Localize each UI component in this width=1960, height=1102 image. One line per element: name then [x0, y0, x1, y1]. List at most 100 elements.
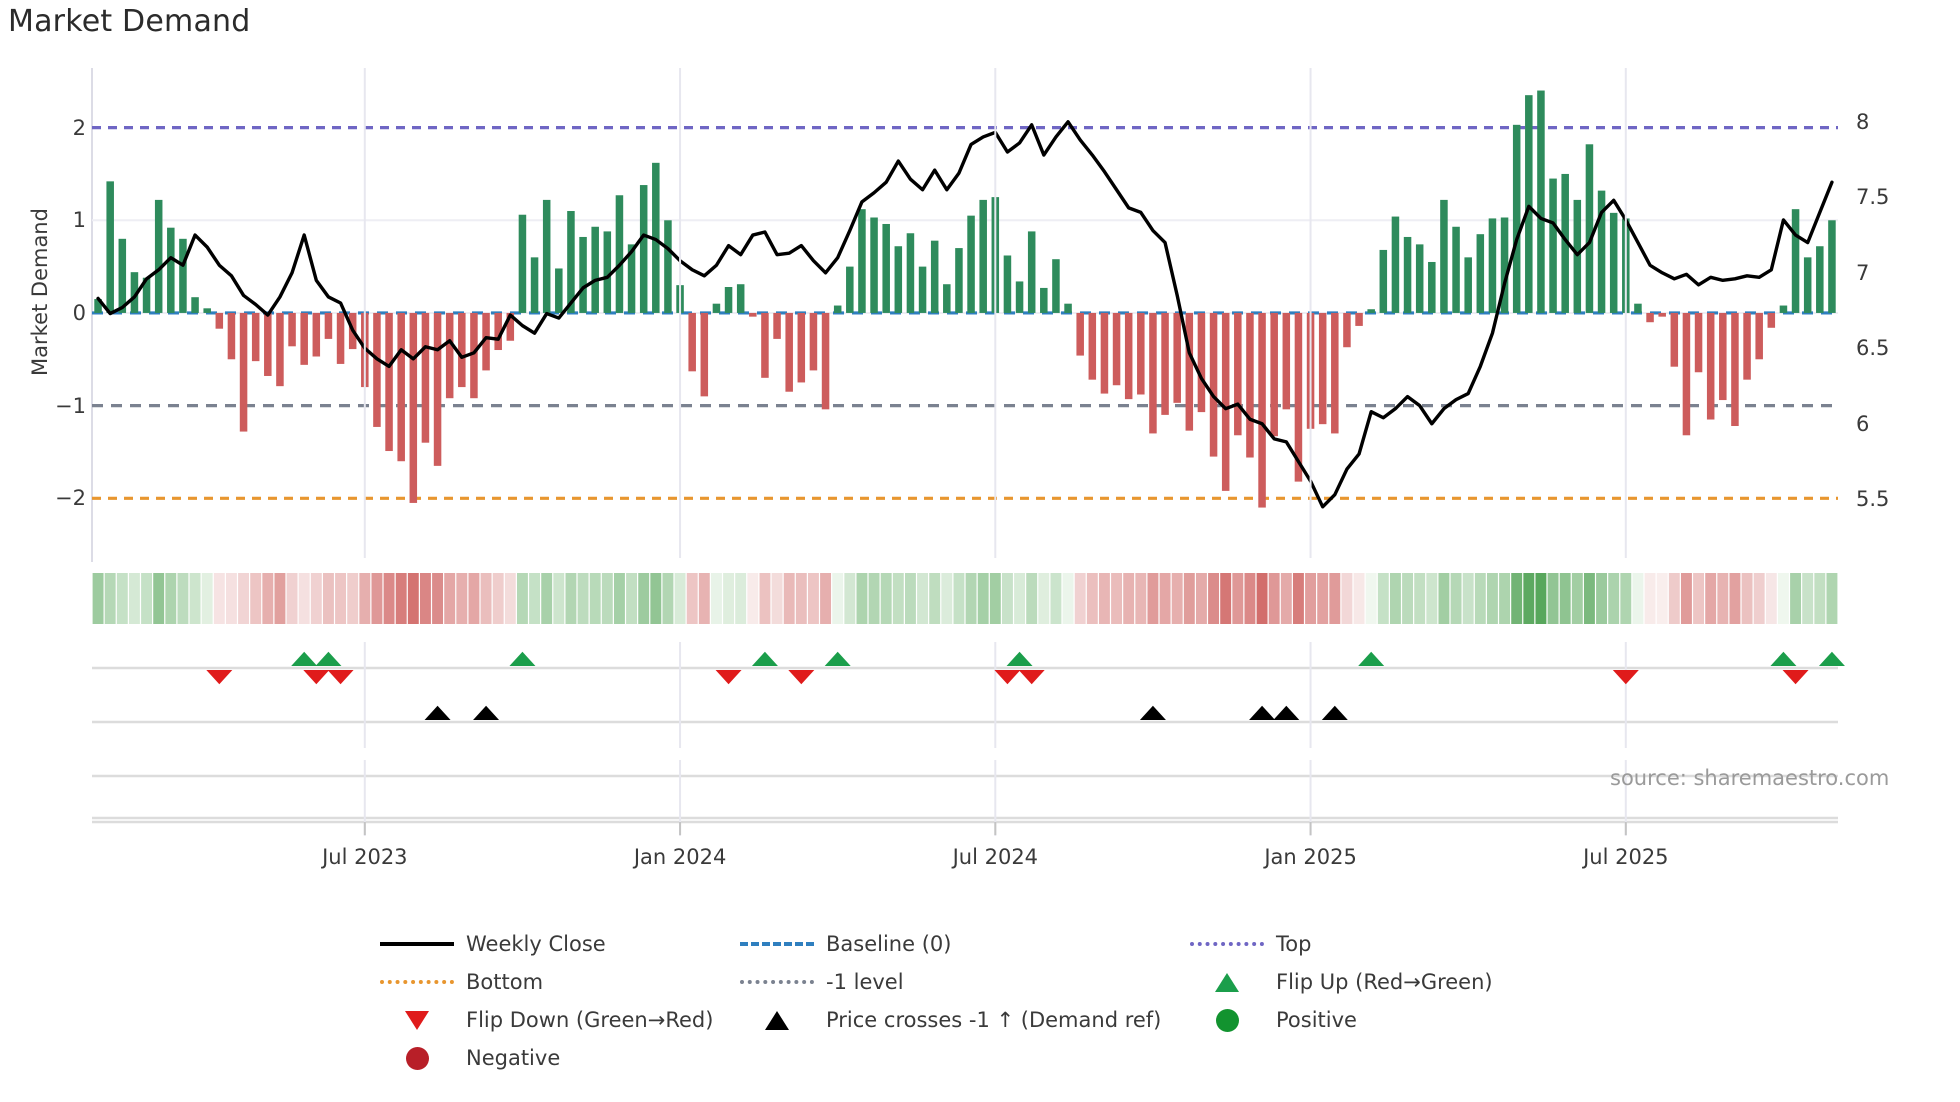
demand-bar: [1609, 212, 1618, 313]
heatmap-cell: [310, 573, 322, 624]
demand-bar: [1500, 217, 1509, 313]
demand-bar: [979, 199, 987, 313]
flip-down-marker: [788, 670, 815, 685]
demand-bar: [1682, 312, 1691, 436]
y-axis-right-tick: 7: [1856, 260, 1870, 285]
legend-item[interactable]: Flip Up (Red→Green): [1190, 971, 1630, 993]
y-axis-left-tick: −1: [55, 393, 86, 418]
dashed-line-icon: [740, 933, 814, 955]
flip-up-marker: [824, 651, 851, 666]
heatmap-cell: [492, 573, 504, 624]
legend-label: Bottom: [466, 969, 544, 994]
y-axis-left-tick: 1: [72, 208, 86, 233]
heatmap-cell: [1317, 573, 1329, 624]
circle-icon: [1190, 1008, 1264, 1032]
heatmap-cell: [1511, 573, 1523, 624]
demand-bar: [1537, 90, 1545, 313]
demand-bar: [373, 312, 381, 427]
heatmap-cell: [359, 573, 371, 624]
heatmap-cell: [892, 573, 904, 624]
demand-bar: [724, 287, 733, 313]
heatmap-cell: [104, 573, 116, 624]
legend-glyph: [380, 980, 454, 984]
demand-bar: [736, 284, 745, 313]
heatmap-cell: [989, 573, 1001, 624]
legend-glyph: [380, 942, 454, 946]
source-watermark: source: sharemaestro.com: [1610, 766, 1890, 790]
demand-bar: [797, 312, 806, 383]
demand-bar: [1124, 312, 1133, 400]
legend-label: Positive: [1276, 1007, 1357, 1032]
dotted-line-icon: [740, 971, 814, 993]
demand-bar: [615, 195, 624, 313]
heatmap-cell: [1499, 573, 1511, 624]
heatmap-cell: [1705, 573, 1717, 624]
heatmap-cell: [274, 573, 286, 624]
demand-bar: [906, 233, 915, 313]
heatmap-cell: [238, 573, 250, 624]
heatmap-cell: [1074, 573, 1086, 624]
legend-item[interactable]: Flip Down (Green→Red): [380, 1009, 740, 1031]
legend-item[interactable]: Bottom: [380, 971, 740, 993]
demand-bar: [215, 312, 224, 329]
legend-item[interactable]: -1 level: [740, 971, 1190, 993]
legend-item[interactable]: Weekly Close: [380, 933, 740, 955]
demand-bar: [930, 240, 939, 313]
legend-item[interactable]: Top: [1190, 933, 1630, 955]
demand-bar: [264, 312, 272, 376]
heatmap-cell: [771, 573, 783, 624]
legend-label: Flip Down (Green→Red): [466, 1007, 714, 1032]
legend-label: Flip Up (Red→Green): [1276, 969, 1493, 994]
demand-bar: [1391, 216, 1400, 313]
demand-bar: [130, 272, 139, 313]
price-cross-marker: [1321, 705, 1348, 720]
demand-bar: [385, 312, 393, 452]
demand-bar: [1367, 309, 1375, 313]
y-axis-right-tick: 8: [1856, 109, 1870, 134]
demand-bar: [239, 312, 248, 432]
heatmap-cell: [1244, 573, 1256, 624]
demand-bar: [1234, 312, 1242, 436]
heatmap-cell: [662, 573, 674, 624]
demand-bar: [688, 312, 696, 372]
demand-bar: [639, 185, 648, 313]
heatmap-cell: [225, 573, 237, 624]
demand-bar: [567, 211, 575, 313]
heatmap-cell: [1292, 573, 1304, 624]
chart-legend: Weekly Close Baseline (0) Top Bottom -1 leve…: [380, 925, 1800, 1077]
y-axis-right-tick: 5.5: [1856, 487, 1890, 512]
flip-up-marker: [751, 651, 778, 666]
demand-bar: [700, 312, 709, 397]
demand-bar: [1779, 305, 1788, 313]
heatmap-cell: [1014, 573, 1026, 624]
heatmap-cell: [856, 573, 868, 624]
heatmap-cell: [1123, 573, 1135, 624]
legend-item[interactable]: Price crosses -1 ↑ (Demand ref): [740, 1009, 1190, 1031]
demand-bar: [1149, 312, 1157, 434]
price-cross-marker: [473, 705, 500, 720]
demand-bar: [1003, 255, 1012, 313]
heatmap-cell: [565, 573, 577, 624]
flip-down-marker: [1612, 670, 1639, 685]
heatmap-cell: [844, 573, 856, 624]
heatmap-cell: [1547, 573, 1559, 624]
demand-bar: [943, 284, 951, 313]
demand-bar: [967, 215, 975, 313]
demand-bar: [1464, 257, 1472, 313]
heatmap-cell: [335, 573, 347, 624]
demand-bar: [1403, 236, 1412, 313]
heatmap-cell: [638, 573, 650, 624]
legend-item[interactable]: Negative: [380, 1046, 740, 1070]
legend-item[interactable]: Positive: [1190, 1007, 1630, 1032]
y-axis-right-tick: 6: [1856, 411, 1870, 436]
demand-bar: [482, 312, 490, 371]
legend-item[interactable]: Baseline (0): [740, 933, 1190, 955]
heatmap-cell: [1365, 573, 1377, 624]
demand-bar: [833, 305, 842, 313]
heatmap-cell: [1535, 573, 1547, 624]
demand-bar: [1743, 312, 1751, 380]
legend-glyph: [405, 1010, 429, 1030]
demand-bar: [1052, 259, 1060, 313]
demand-bar: [1282, 312, 1291, 410]
demand-bar: [870, 217, 878, 313]
